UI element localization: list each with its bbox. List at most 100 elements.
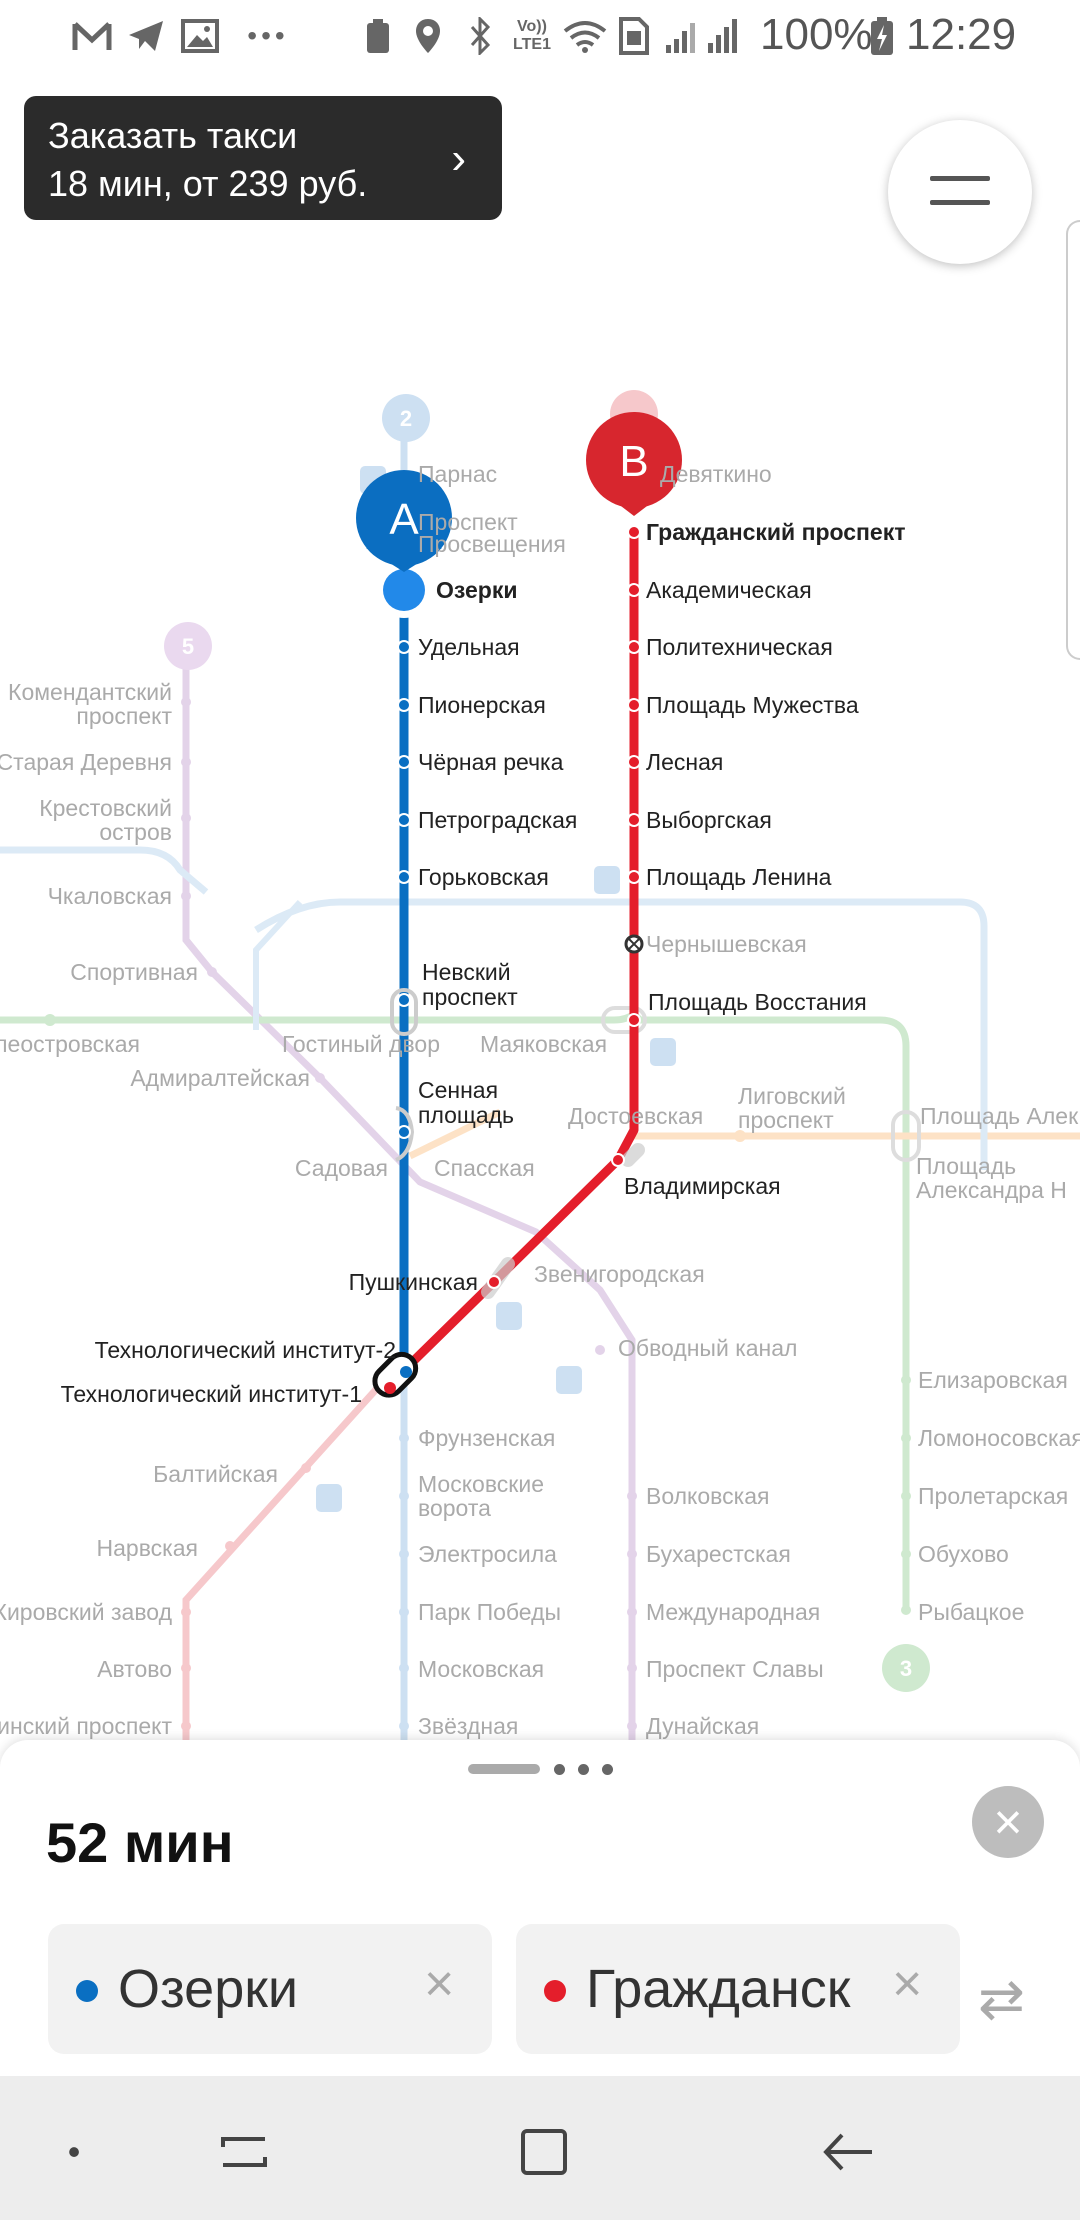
svg-text:Бухарестская: Бухарестская [646, 1541, 791, 1567]
faded-station-dots [44, 697, 921, 1731]
svg-text:Маяковская: Маяковская [480, 1031, 607, 1057]
battery-percent: 100% [760, 10, 873, 59]
svg-text:Девяткино: Девяткино [660, 461, 772, 487]
svg-text:Гостиный двор: Гостиный двор [282, 1031, 440, 1057]
station-nevsky-1: Невский [422, 959, 511, 985]
svg-text:Дунайская: Дунайская [646, 1713, 759, 1739]
svg-text:Просвещения: Просвещения [418, 531, 566, 557]
svg-text:проспект: проспект [738, 1107, 834, 1133]
location-icon [408, 14, 448, 58]
svg-text:3: 3 [900, 1656, 912, 1681]
line5-faded [182, 644, 636, 1760]
menu-button[interactable] [888, 120, 1032, 264]
clear-from-icon[interactable]: × [424, 1955, 455, 2013]
svg-text:Парнас: Парнас [418, 461, 497, 487]
close-route-button[interactable]: × [972, 1786, 1044, 1858]
system-nav-bar: • [0, 2076, 1080, 2220]
svg-text:Площадь Алек: Площадь Алек [920, 1103, 1079, 1129]
svg-text:Кировский завод: Кировский завод [0, 1599, 173, 1625]
svg-text:Спортивная: Спортивная [70, 959, 198, 985]
battery-icon [862, 14, 902, 58]
station-vyborgskaya: Выборгская [646, 807, 772, 833]
telegram-icon [126, 14, 166, 58]
svg-text:Лиговский: Лиговский [738, 1083, 846, 1109]
wifi-icon [562, 14, 608, 58]
station-ozerki: Озерки [436, 577, 518, 603]
station-nevsky-2: проспект [422, 984, 518, 1010]
svg-text:Нарвская: Нарвская [97, 1535, 198, 1561]
station-sennaya-2: площадь [418, 1102, 514, 1128]
svg-text:Международная: Международная [646, 1599, 820, 1625]
transfer-technologicheskiy [372, 1351, 419, 1398]
from-line-dot [76, 1980, 98, 2002]
faded-labels: Девяткино Парнас Проспект Просвещения Фр… [0, 461, 1080, 1739]
hamburger-icon [930, 176, 990, 181]
red-faded-line [182, 1371, 393, 1760]
svg-text:Московская: Московская [418, 1656, 544, 1682]
bluetooth-icon [460, 14, 500, 58]
sim-icon [614, 14, 654, 58]
svg-text:Александра Н: Александра Н [916, 1177, 1067, 1203]
station-petrogradskaya: Петроградская [418, 807, 577, 833]
svg-text:2: 2 [400, 406, 412, 431]
line1-route-labels: Гражданский проспект Академическая Полит… [61, 519, 906, 1407]
swap-stations-icon[interactable]: ⇄ [978, 1967, 1025, 2030]
svg-text:5: 5 [182, 634, 194, 659]
svg-text:Достоевская: Достоевская [568, 1103, 703, 1129]
edge-panel-handle[interactable] [1066, 220, 1080, 660]
line-badge-3: 3 [882, 1644, 930, 1692]
line4-faded [408, 1108, 1080, 1160]
sheet-drag-handle[interactable] [468, 1764, 540, 1774]
svg-text:проспект: проспект [76, 703, 172, 729]
station-lenina: Площадь Ленина [646, 864, 832, 890]
svg-text:Рыбацкое: Рыбацкое [918, 1599, 1024, 1625]
nav-dot-icon[interactable]: • [67, 2131, 81, 2172]
svg-text:Крестовский: Крестовский [39, 795, 172, 821]
station-tech-1: Технологический институт-1 [61, 1381, 362, 1407]
station-udelnaya: Удельная [418, 634, 520, 660]
svg-text:Обухово: Обухово [918, 1541, 1009, 1567]
station-akademicheskaya: Академическая [646, 577, 812, 603]
route-line-red [386, 525, 645, 1388]
destination-marker-b[interactable]: B [586, 412, 682, 516]
route-duration: 52 мин [46, 1811, 234, 1874]
from-station-field[interactable]: Озерки × [48, 1924, 492, 2054]
from-station-name: Озерки [118, 1959, 299, 2019]
back-icon[interactable] [812, 2116, 884, 2188]
home-icon[interactable] [508, 2116, 580, 2188]
page-dot [602, 1764, 613, 1775]
svg-text:B: B [619, 437, 648, 486]
svg-text:Московские: Московские [418, 1471, 544, 1497]
station-vladimirskaya: Владимирская [624, 1173, 781, 1199]
clock: 12:29 [906, 10, 1017, 59]
svg-text:Электросила: Электросила [418, 1541, 557, 1567]
to-station-field[interactable]: Гражданск × [516, 1924, 960, 2054]
route-bottom-sheet[interactable]: 52 мин × Озерки × Гражданск × [0, 1740, 1080, 2076]
svg-text:Комендантский: Комендантский [8, 679, 172, 705]
svg-text:Ломоносовская: Ломоносовская [918, 1425, 1080, 1451]
metro-map[interactable]: 2 5 3 [0, 0, 1080, 1760]
svg-text:Чкаловская: Чкаловская [48, 883, 172, 909]
page-dot [554, 1764, 565, 1775]
svg-text:Адмиралтейская: Адмиралтейская [130, 1065, 310, 1091]
svg-text:Площадь: Площадь [916, 1153, 1016, 1179]
station-lesnaya: Лесная [646, 749, 723, 775]
svg-text:Фрунзенская: Фрунзенская [418, 1425, 555, 1451]
route-line-blue [390, 590, 418, 1374]
station-chernyshevskaya: Чернышевская [646, 931, 807, 957]
station-vosstaniya: Площадь Восстания [648, 989, 867, 1015]
svg-text:Проспект: Проспект [418, 509, 518, 535]
station-grazhdansky: Гражданский проспект [646, 519, 906, 545]
origin-marker-a[interactable]: A [356, 470, 452, 618]
hamburger-icon-bar [930, 200, 990, 205]
svg-text:Звенигородская: Звенигородская [534, 1261, 705, 1287]
svg-text:Елизаровская: Елизаровская [918, 1367, 1068, 1393]
volte-label-bottom: LTE1 [513, 36, 551, 53]
svg-text:Автово: Автово [97, 1656, 172, 1682]
order-taxi-banner[interactable]: Заказать такси 18 мин, от 239 руб. › [24, 96, 502, 220]
station-tech-2: Технологический институт-2 [95, 1337, 396, 1363]
recents-icon[interactable] [208, 2116, 280, 2188]
status-bar: ••• Vo)) LTE1 100% 12:29 [0, 0, 1080, 76]
clear-to-icon[interactable]: × [892, 1955, 923, 2013]
station-pionerskaya: Пионерская [418, 692, 546, 718]
